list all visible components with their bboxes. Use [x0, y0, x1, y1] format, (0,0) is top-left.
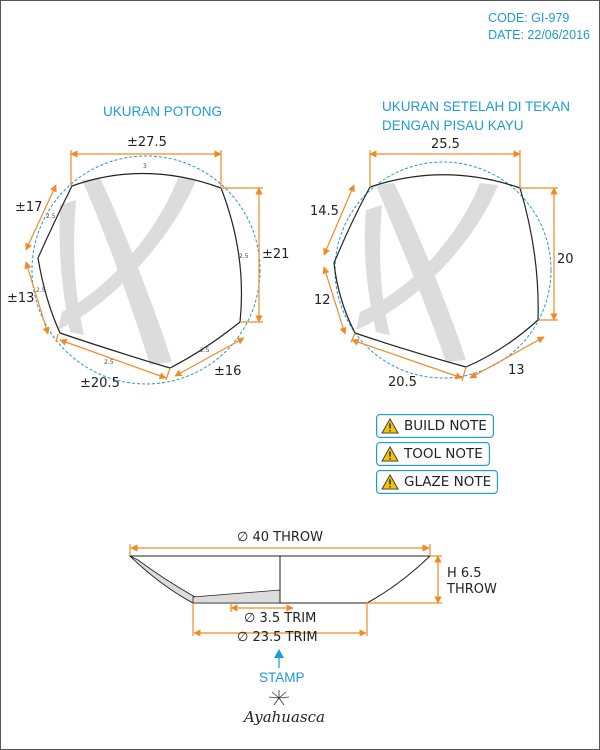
- left-dimensions: [24, 150, 263, 381]
- build-note-button[interactable]: BUILD NOTE: [376, 414, 494, 438]
- section-height-line1: H 6.5: [447, 566, 482, 581]
- right-dim-right: 20: [557, 252, 574, 267]
- left-dim-right: ±21: [262, 247, 289, 262]
- right-dim-bottom: 20.5: [388, 375, 417, 390]
- left-glaze-swash: [58, 178, 196, 365]
- right-dim-left-upper: 14.5: [310, 204, 339, 219]
- left-dim-bottom: ±20.5: [80, 376, 120, 391]
- section-height-line2: THROW: [446, 582, 497, 597]
- right-view-title-line1: UKURAN SETELAH DI TEKAN: [382, 99, 570, 114]
- ayahuasca-logo: Ayahuasca: [242, 690, 325, 726]
- date-label: DATE: 22/06/2016: [488, 28, 590, 42]
- section-trim-large: ∅ 23.5 TRIM: [237, 630, 318, 645]
- tool-note-button[interactable]: TOOL NOTE: [376, 442, 490, 466]
- svg-text:3: 3: [143, 163, 147, 170]
- svg-text:2.5: 2.5: [104, 359, 114, 366]
- right-dim-bottom-right: 13: [508, 363, 525, 378]
- glaze-note-button[interactable]: GLAZE NOTE: [376, 470, 499, 494]
- warning-icon: [381, 418, 399, 434]
- left-dim-bottom-right: ±16: [214, 364, 241, 379]
- section-diameter-throw: ∅ 40 THROW: [237, 530, 323, 545]
- right-dim-top: 25.5: [431, 137, 460, 152]
- warning-icon: [381, 474, 399, 490]
- glaze-note-label: GLAZE NOTE: [404, 474, 492, 490]
- right-dim-left-lower: 12: [314, 293, 331, 308]
- svg-text:2.5: 2.5: [36, 287, 46, 294]
- right-glaze-swash: [356, 183, 498, 362]
- svg-text:2.5: 2.5: [200, 347, 210, 354]
- svg-text:2.5: 2.5: [46, 213, 56, 220]
- warning-icon: [381, 446, 399, 462]
- left-dim-left-lower: ±13: [7, 291, 34, 306]
- left-offset-labels: 3 2.5 2.5 2.5 2.5 2.5: [36, 163, 249, 366]
- svg-text:2.5: 2.5: [239, 253, 249, 260]
- right-dimensions: [322, 150, 558, 382]
- right-view-title-line2: DENGAN PISAU KAYU: [382, 118, 524, 133]
- left-plate-outline: [31, 155, 261, 385]
- header-block: CODE: GI-979 DATE: 22/06/2016: [488, 10, 590, 44]
- bowl-section: [128, 555, 432, 604]
- svg-text:Ayahuasca: Ayahuasca: [242, 708, 325, 726]
- left-dim-top: ±27.5: [127, 135, 167, 150]
- stamp-label: STAMP: [259, 670, 305, 685]
- section-dimensions: [129, 544, 442, 637]
- left-view-title: UKURAN POTONG: [103, 104, 222, 119]
- build-note-label: BUILD NOTE: [404, 418, 487, 434]
- left-dim-left-upper: ±17: [15, 200, 42, 215]
- tool-note-label: TOOL NOTE: [404, 446, 483, 462]
- code-label: CODE: GI-979: [488, 11, 570, 25]
- section-trim-small: ∅ 3.5 TRIM: [244, 611, 316, 626]
- stamp-arrow: [274, 649, 284, 668]
